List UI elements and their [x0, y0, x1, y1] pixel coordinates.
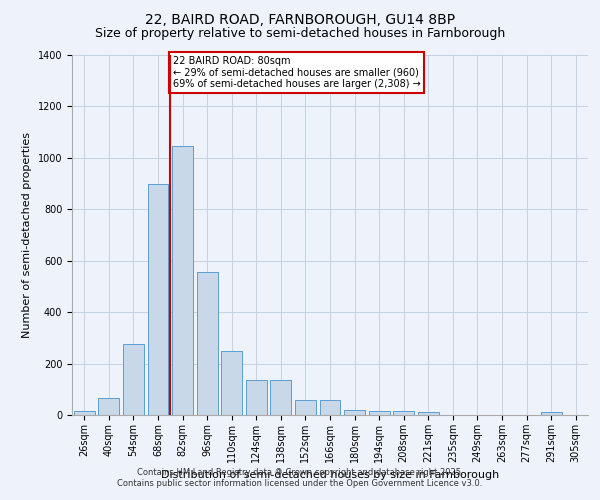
Text: Contains HM Land Registry data © Crown copyright and database right 2025.
Contai: Contains HM Land Registry data © Crown c…: [118, 468, 482, 487]
Text: 22, BAIRD ROAD, FARNBOROUGH, GU14 8BP: 22, BAIRD ROAD, FARNBOROUGH, GU14 8BP: [145, 12, 455, 26]
Text: 22 BAIRD ROAD: 80sqm
← 29% of semi-detached houses are smaller (960)
69% of semi: 22 BAIRD ROAD: 80sqm ← 29% of semi-detac…: [173, 56, 421, 90]
Bar: [393, 411, 414, 415]
Bar: [172, 146, 193, 415]
Bar: [74, 411, 95, 415]
Bar: [246, 380, 267, 415]
Bar: [221, 350, 242, 415]
Bar: [197, 272, 218, 415]
Bar: [98, 398, 119, 415]
Bar: [418, 412, 439, 415]
Bar: [320, 400, 340, 415]
Bar: [541, 412, 562, 415]
Bar: [148, 184, 169, 415]
Text: Size of property relative to semi-detached houses in Farnborough: Size of property relative to semi-detach…: [95, 28, 505, 40]
Bar: [295, 400, 316, 415]
Bar: [271, 380, 292, 415]
Bar: [368, 411, 389, 415]
Bar: [344, 410, 365, 415]
Y-axis label: Number of semi-detached properties: Number of semi-detached properties: [22, 132, 32, 338]
X-axis label: Distribution of semi-detached houses by size in Farnborough: Distribution of semi-detached houses by …: [161, 470, 499, 480]
Bar: [123, 344, 144, 415]
